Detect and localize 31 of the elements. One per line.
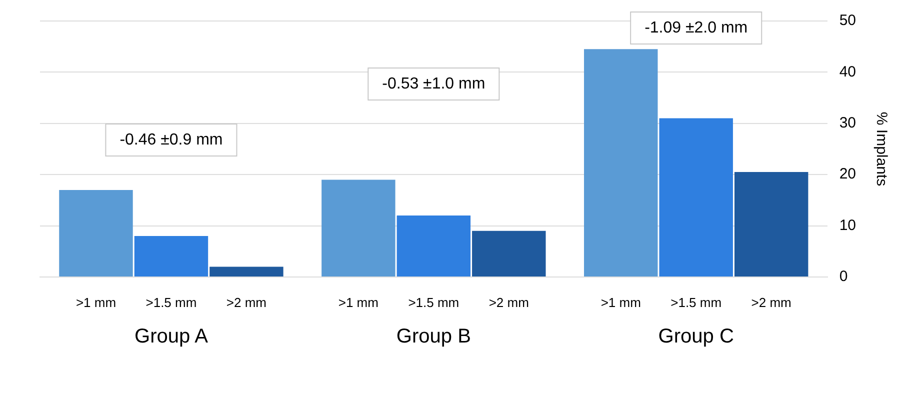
text: >1 mm: [600, 295, 641, 310]
bar: [59, 190, 133, 276]
bar: [134, 236, 208, 276]
bar: [210, 266, 284, 276]
x-tick-label: Group B: [396, 326, 471, 348]
bar: [472, 230, 546, 276]
text: >1 mm: [338, 295, 378, 310]
text: >1.5 mm: [408, 295, 460, 310]
annotation: -1.09 ±2.0 mm: [644, 19, 748, 36]
y-tick-label: 0: [839, 268, 848, 286]
bar: [734, 172, 808, 276]
text: >2 mm: [488, 295, 529, 310]
bar: [396, 216, 471, 276]
y-tick-label: 40: [839, 63, 856, 80]
bar: [322, 180, 396, 276]
y-axis-title: % Implants: [872, 112, 890, 186]
series-label: >2 mm: [226, 295, 266, 310]
series-label: >1.5 mm: [146, 295, 197, 310]
bar: [659, 118, 733, 276]
y-tick-label: 30: [839, 114, 856, 132]
y-tick-label: 50: [839, 12, 856, 30]
x-tick-label: Group A: [134, 326, 209, 348]
y-tick-label: 10: [839, 216, 856, 234]
text: >1.5 mm: [670, 295, 722, 310]
text: >2 mm: [751, 295, 792, 310]
x-tick-label: Group C: [658, 326, 734, 348]
series-label: >1 mm: [76, 295, 116, 310]
annotation: -0.53 ±1.0 mm: [382, 75, 486, 92]
bar: [584, 49, 658, 276]
annotation: -0.46 ±0.9 mm: [120, 131, 223, 148]
y-tick-label: 20: [839, 166, 856, 183]
